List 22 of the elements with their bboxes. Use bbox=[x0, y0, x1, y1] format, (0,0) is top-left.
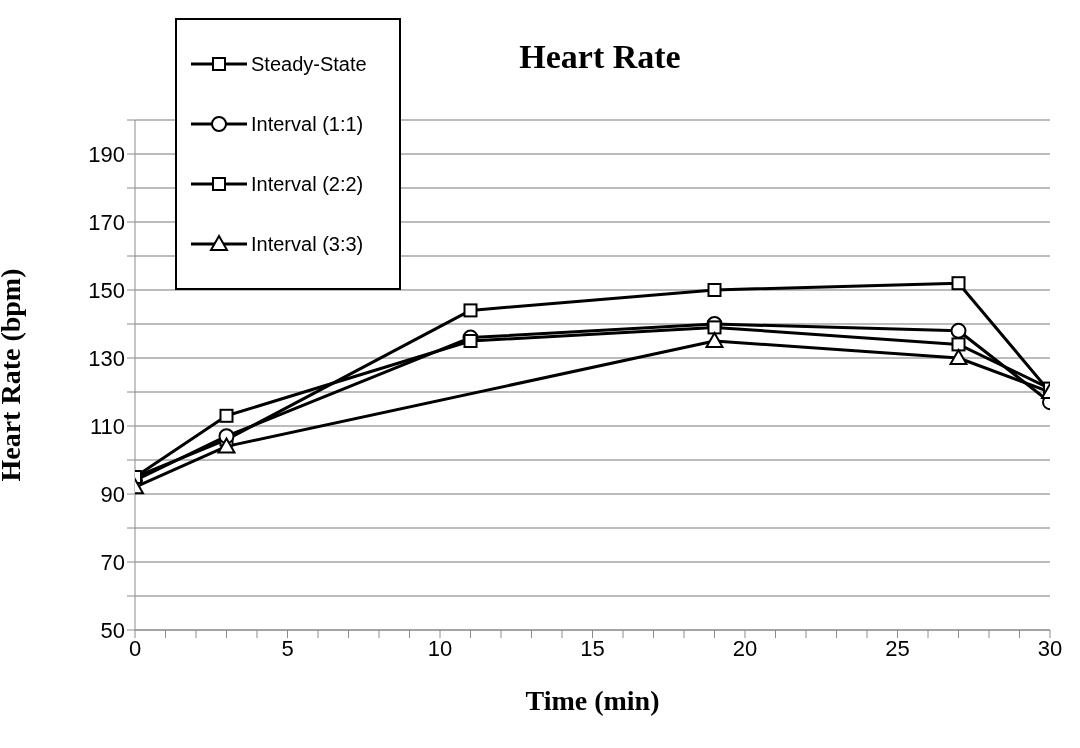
x-tick-label: 5 bbox=[281, 635, 294, 661]
y-tick-label: 110 bbox=[89, 413, 125, 439]
x-tick-label: 0 bbox=[128, 635, 142, 661]
x-tick-label: 20 bbox=[732, 635, 758, 661]
y-tick-label: 190 bbox=[88, 141, 125, 167]
x-tick-label: 10 bbox=[427, 635, 453, 661]
x-tick-label: 15 bbox=[580, 635, 605, 661]
y-tick-label: 150 bbox=[88, 277, 125, 303]
y-tick-label: 170 bbox=[88, 209, 125, 235]
legend-label: Interval (3:3) bbox=[251, 232, 364, 256]
x-tick-label: 30 bbox=[1037, 635, 1063, 661]
legend-label: Steady-State bbox=[251, 52, 367, 76]
legend-label: Interval (2:2) bbox=[251, 172, 364, 196]
y-axis-title: Heart Rate (bpm) bbox=[0, 268, 26, 482]
x-tick-label: 25 bbox=[885, 635, 910, 661]
y-tick-label: 70 bbox=[100, 549, 125, 575]
y-tick-label: 130 bbox=[88, 345, 125, 371]
y-tick-label: 90 bbox=[100, 481, 125, 507]
legend-label: Interval (1:1) bbox=[251, 112, 364, 136]
chart-title: Heart Rate bbox=[519, 38, 681, 76]
x-axis-title: Time (min) bbox=[525, 685, 660, 716]
y-tick-label: 50 bbox=[100, 617, 125, 643]
